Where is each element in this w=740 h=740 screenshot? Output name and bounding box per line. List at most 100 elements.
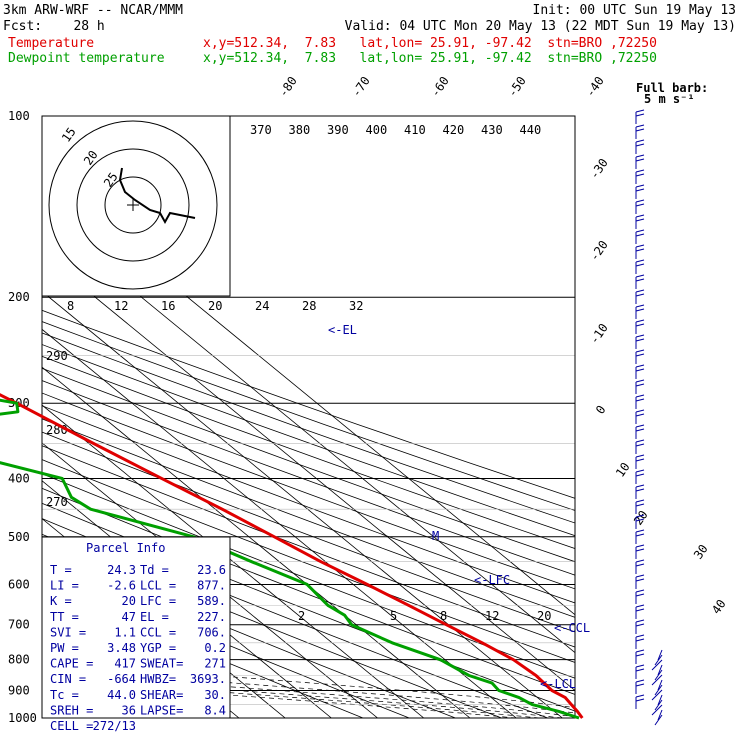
temperature-line [0, 393, 584, 719]
parcel-key: TT = [50, 610, 79, 624]
parcel-value: 20 [122, 594, 136, 608]
parcel-value: 47 [122, 610, 136, 624]
parcel-key: CIN = [50, 672, 86, 686]
theta-label: 270 [46, 495, 68, 509]
parcel-key: HWBZ= [140, 672, 176, 686]
parcel-key: CAPE = [50, 657, 93, 671]
parcel-value: -664 [107, 672, 136, 686]
mixing-ratio-label: 2 [298, 609, 305, 623]
theta-label: 430 [481, 123, 503, 137]
theta-label: 440 [520, 123, 542, 137]
parcel-key: LI = [50, 579, 79, 593]
parcel-key: SWEAT= [140, 657, 183, 671]
hodograph-ring-label: 15 [59, 125, 79, 145]
mixing-ratio-label: 24 [255, 299, 269, 313]
isotherm [42, 290, 563, 718]
pressure-label: 1000 [8, 711, 37, 725]
isotherm-label: -50 [505, 74, 529, 100]
level-annotation: <-LFC [474, 573, 510, 587]
mixing-ratio-label: 12 [485, 609, 499, 623]
parcel-info-box: Parcel Info T = 24.3 Td = 23.6 LI = -2.6 LCL = 8… [41, 536, 231, 733]
parcel-title: Parcel Info [86, 541, 165, 555]
init-time: Init: 00 UTC Sun 19 May 13 [532, 3, 737, 18]
parcel-value: 227. [197, 610, 226, 624]
parcel-value: 3693. [190, 672, 226, 686]
isotherm [42, 328, 517, 718]
theta-label: 380 [289, 123, 311, 137]
parcel-key: T = [50, 563, 72, 577]
pressure-label: 700 [8, 618, 30, 632]
parcel-value: 706. [197, 625, 226, 639]
isotherm [42, 442, 378, 718]
theta-label: 390 [327, 123, 349, 137]
parcel-key: PW = [50, 641, 79, 655]
level-annotation: <-CCL [554, 621, 590, 635]
parcel-key: SREH = [50, 703, 93, 717]
mixing-ratio-label: 20 [537, 609, 551, 623]
parcel-key: LCL = [140, 579, 176, 593]
mixing-ratio-label: 16 [161, 299, 175, 313]
mixing-ratio-label: 28 [302, 299, 316, 313]
parcel-key: Tc = [50, 688, 79, 702]
isotherm-label: -10 [587, 321, 611, 347]
parcel-value: 30. [204, 688, 226, 702]
parcel-key: CCL = [140, 625, 176, 639]
parcel-value: 36 [122, 703, 136, 717]
pressure-label: 200 [8, 290, 30, 304]
isotherm-label: 10 [613, 460, 633, 480]
parcel-value: 417 [114, 657, 136, 671]
parcel-key: CELL = [50, 719, 93, 733]
parcel-value: 272/13 [93, 719, 136, 733]
hodograph-ring-label: 25 [101, 170, 121, 190]
isotherm [42, 404, 425, 718]
parcel-value: 0.2 [204, 641, 226, 655]
parcel-value: 44.0 [107, 688, 136, 702]
mixing-ratio-label: 8 [440, 609, 447, 623]
parcel-key: LAPSE= [140, 703, 183, 717]
model-title: 3km ARW-WRF -- NCAR/MMM [3, 3, 184, 18]
isotherm-label: 0 [593, 403, 609, 417]
isotherm [0, 116, 8, 718]
pressure-label: 600 [8, 577, 30, 591]
temperature-info: x,y=512.34, 7.83 lat,lon= 25.91, -97.42 … [203, 36, 657, 51]
full-barb-unit: 5 m s⁻¹ [644, 92, 695, 106]
parcel-value: 1.1 [114, 625, 136, 639]
isotherm-label: -20 [587, 238, 611, 264]
parcel-value: 8.4 [204, 703, 226, 717]
dewpoint-info: x,y=512.34, 7.83 lat,lon= 25.91, -97.42 … [203, 51, 657, 66]
isotherm-label: -40 [583, 74, 607, 100]
pressure-label: 900 [8, 683, 30, 697]
isotherm-label: -30 [587, 156, 611, 182]
pressure-label: 800 [8, 653, 30, 667]
isotherm [42, 253, 575, 691]
pressure-label: 100 [8, 109, 30, 123]
parcel-key: SVI = [50, 625, 86, 639]
parcel-key: YGP = [140, 641, 176, 655]
valid-time: Valid: 04 UTC Mon 20 May 13 (22 MDT Sun … [344, 19, 736, 34]
parcel-key: SHEAR= [140, 688, 183, 702]
hodograph-ring-label: 20 [81, 148, 101, 168]
parcel-value: -2.6 [107, 579, 136, 593]
temperature-label: Temperature [8, 36, 95, 51]
full-barb-label: Full barb: [636, 81, 708, 95]
theta-label: 400 [366, 123, 388, 137]
wind-barbs [635, 109, 663, 726]
parcel-value: 24.3 [107, 563, 136, 577]
dewpoint-line [0, 398, 580, 720]
level-annotation: <-EL [328, 323, 357, 337]
forecast-hour: Fcst: 28 h [3, 19, 105, 34]
parcel-value: 877. [197, 579, 226, 593]
parcel-value: 271 [204, 657, 226, 671]
isotherm-label: 40 [709, 597, 729, 617]
parcel-value: 589. [197, 594, 226, 608]
theta-label: 410 [404, 123, 426, 137]
mixing-ratio-label: 12 [114, 299, 128, 313]
level-annotation: M [432, 529, 439, 543]
pressure-label: 500 [8, 530, 30, 544]
theta-label: 370 [250, 123, 272, 137]
mixing-ratio-label: 32 [349, 299, 363, 313]
isotherm-label: -80 [276, 74, 300, 100]
level-annotation: <-LCL [540, 677, 576, 691]
dewpoint-label: Dewpoint temperature [8, 51, 165, 66]
